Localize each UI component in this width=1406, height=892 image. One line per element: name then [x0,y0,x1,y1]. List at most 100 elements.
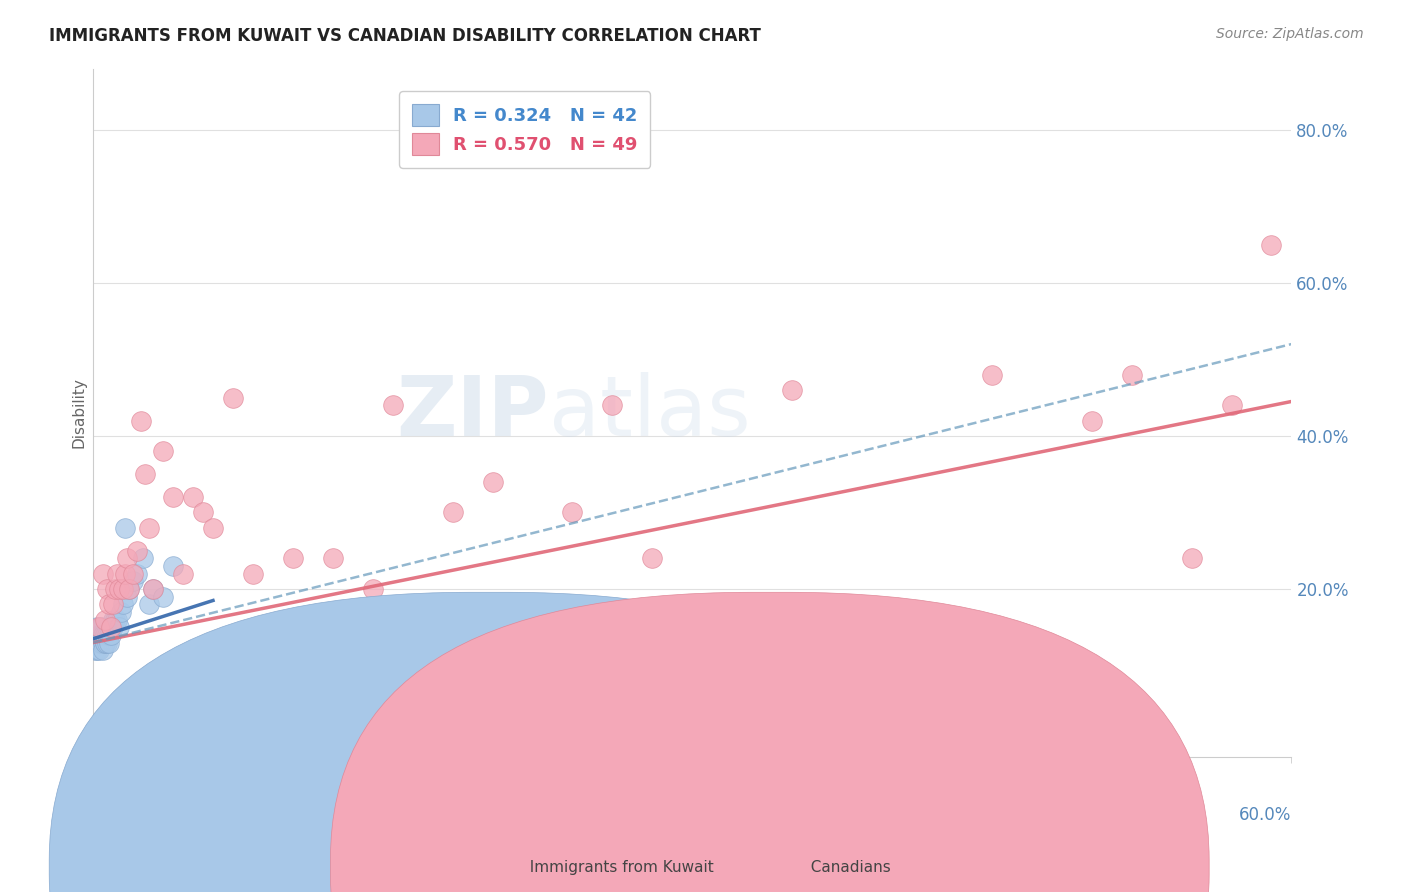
Point [132,551,155,566]
Point [89,635,111,649]
Point [96,582,118,596]
Point [98,635,121,649]
Point [114,521,136,535]
Point [880,658,903,673]
Point [118,582,141,596]
Point [1181,551,1204,566]
Point [162,490,184,504]
Point [202,521,225,535]
Text: IMMIGRANTS FROM KUWAIT VS CANADIAN DISABILITY CORRELATION CHART: IMMIGRANTS FROM KUWAIT VS CANADIAN DISAB… [49,27,761,45]
Point [122,574,145,589]
Point [115,551,138,566]
Point [86,635,108,649]
Point [172,566,194,581]
Point [281,551,304,566]
Point [91,628,114,642]
Point [90,628,112,642]
Point [118,582,141,596]
Point [481,475,503,489]
Point [441,506,464,520]
Point [138,521,160,535]
Point [90,635,112,649]
Point [191,681,214,696]
Text: Canadians: Canadians [801,860,891,874]
Point [98,597,121,611]
Text: atlas: atlas [548,373,751,453]
Point [381,398,404,412]
Point [91,635,114,649]
Point [134,467,156,482]
Point [112,582,135,596]
Point [91,643,114,657]
Point [105,613,128,627]
Point [84,643,107,657]
Point [127,543,149,558]
Point [94,628,117,642]
Point [1260,237,1282,252]
Point [115,590,138,604]
Point [112,597,135,611]
Point [89,628,111,642]
Point [100,620,122,634]
Point [361,582,384,596]
Point [94,635,117,649]
Text: Source: ZipAtlas.com: Source: ZipAtlas.com [1216,27,1364,41]
Point [561,506,583,520]
Point [100,620,122,634]
Point [122,566,145,581]
Point [101,613,124,627]
Point [1121,368,1143,382]
Point [101,597,124,611]
Point [94,613,117,627]
Point [86,620,108,634]
Text: Immigrants from Kuwait: Immigrants from Kuwait [520,860,714,874]
Point [84,635,107,649]
Point [98,628,121,642]
Point [721,658,744,673]
Point [152,590,174,604]
Point [105,566,128,581]
Point [780,383,803,397]
Point [86,643,108,657]
Point [89,620,111,634]
Point [1220,398,1243,412]
Point [142,582,165,596]
Point [114,566,136,581]
Point [162,559,184,574]
Point [108,620,131,634]
Y-axis label: Disability: Disability [72,377,86,449]
Point [602,398,624,412]
Point [242,566,264,581]
Point [94,635,117,649]
Point [110,605,132,619]
Point [222,391,245,405]
Point [129,414,152,428]
Point [181,490,204,504]
Point [127,566,149,581]
Point [108,582,131,596]
Point [104,613,127,627]
Point [91,566,114,581]
Point [322,551,344,566]
Text: ZIP: ZIP [396,373,548,453]
Point [101,620,124,634]
Point [142,582,165,596]
Point [191,506,214,520]
Point [152,444,174,458]
Point [522,658,544,673]
Point [104,582,127,596]
Point [96,635,118,649]
Legend: R = 0.324   N = 42, R = 0.570   N = 49: R = 0.324 N = 42, R = 0.570 N = 49 [399,91,650,168]
Point [262,658,284,673]
Point [641,551,664,566]
Point [980,368,1002,382]
Point [1080,414,1102,428]
Point [96,628,118,642]
Point [681,658,703,673]
Text: 60.0%: 60.0% [1239,805,1292,823]
Point [100,628,122,642]
Point [90,620,112,634]
Point [138,597,160,611]
Point [181,712,204,726]
Point [89,643,111,657]
